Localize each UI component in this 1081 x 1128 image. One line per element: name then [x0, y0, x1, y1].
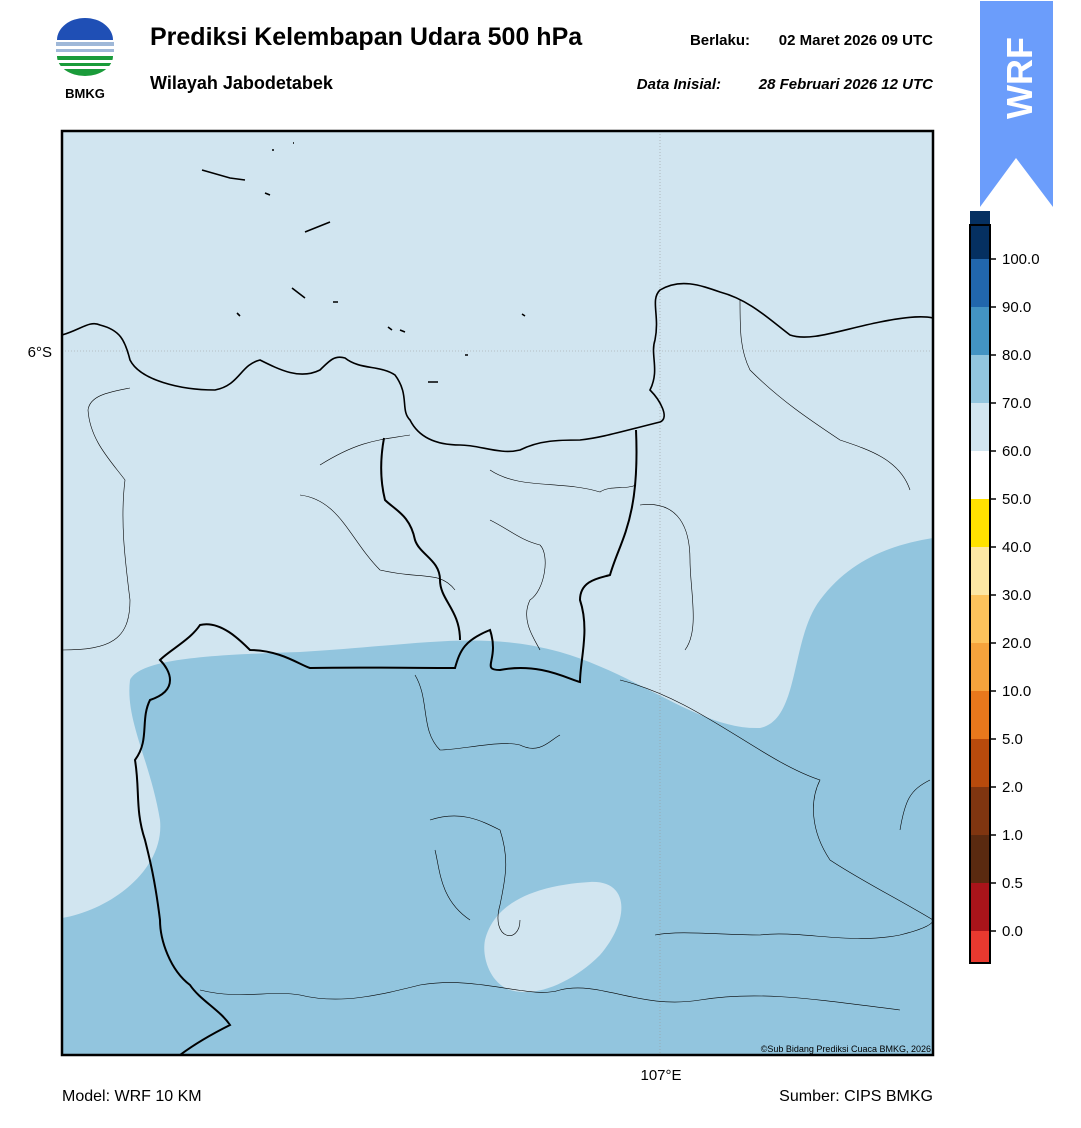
colorbar: 0.0 0.5 1.0 2.0 5.0 10.0 20.0 30.0 40.0 50.0 60.0 7…: [969, 211, 1040, 964]
colorbar-tick-label: 20.0: [1002, 635, 1031, 652]
colorbar-segment: [970, 259, 990, 307]
colorbar-segment: [970, 499, 990, 547]
colorbar-segment: [970, 835, 990, 883]
colorbar-segment: [970, 211, 990, 259]
colorbar-tick-label: 90.0: [1002, 299, 1031, 316]
colorbar-tick-label: 40.0: [1002, 539, 1031, 556]
title: Prediksi Kelembapan Udara 500 hPa: [150, 23, 583, 51]
colorbar-segment: [970, 883, 990, 931]
colorbar-segment: [970, 739, 990, 787]
valid-label: Berlaku:: [690, 32, 750, 49]
colorbar-tick-label: 1.0: [1002, 827, 1023, 844]
colorbar-tick-label: 2.0: [1002, 779, 1023, 796]
colorbar-tick-label: 30.0: [1002, 587, 1031, 604]
colorbar-segment: [970, 643, 990, 691]
colorbar-tick-label: 60.0: [1002, 443, 1031, 460]
colorbar-segment: [970, 595, 990, 643]
lat-label: 6°S: [28, 344, 52, 361]
credit: ©Sub Bidang Prediksi Cuaca BMKG, 2026: [761, 1044, 931, 1054]
colorbar-tick-label: 50.0: [1002, 491, 1031, 508]
colorbar-tick-label: 80.0: [1002, 347, 1031, 364]
init-time: 28 Februari 2026 12 UTC: [758, 76, 934, 93]
lon-label: 107°E: [640, 1067, 681, 1084]
badge: WRF: [980, 1, 1053, 207]
logo-text: BMKG: [65, 86, 105, 101]
colorbar-tick-label: 10.0: [1002, 683, 1031, 700]
colorbar-segment: [970, 355, 990, 403]
colorbar-segment: [970, 691, 990, 739]
colorbar-tick-label: 100.0: [1002, 251, 1040, 268]
logo: BMKG: [56, 18, 114, 101]
map: 6°S 107°E ©Sub Bidang Prediksi Cuaca BMK…: [28, 129, 935, 1084]
init-label: Data Inisial:: [637, 76, 721, 93]
badge-text: WRF: [999, 37, 1040, 119]
colorbar-tick-label: 0.5: [1002, 875, 1023, 892]
subtitle: Wilayah Jabodetabek: [150, 73, 334, 93]
colorbar-segment: [970, 451, 990, 499]
colorbar-segment: [970, 403, 990, 451]
colorbar-segment: [970, 787, 990, 835]
colorbar-tick-label: 5.0: [1002, 731, 1023, 748]
colorbar-segment: [970, 547, 990, 595]
colorbar-tick-label: 0.0: [1002, 923, 1023, 940]
colorbar-tick-label: 70.0: [1002, 395, 1031, 412]
colorbar-frame: [969, 224, 991, 964]
model: Model: WRF 10 KM: [62, 1088, 202, 1105]
colorbar-segment: [970, 307, 990, 355]
colorbar-segment: [970, 931, 990, 963]
source: Sumber: CIPS BMKG: [779, 1088, 933, 1105]
valid-time: 02 Maret 2026 09 UTC: [779, 32, 933, 49]
